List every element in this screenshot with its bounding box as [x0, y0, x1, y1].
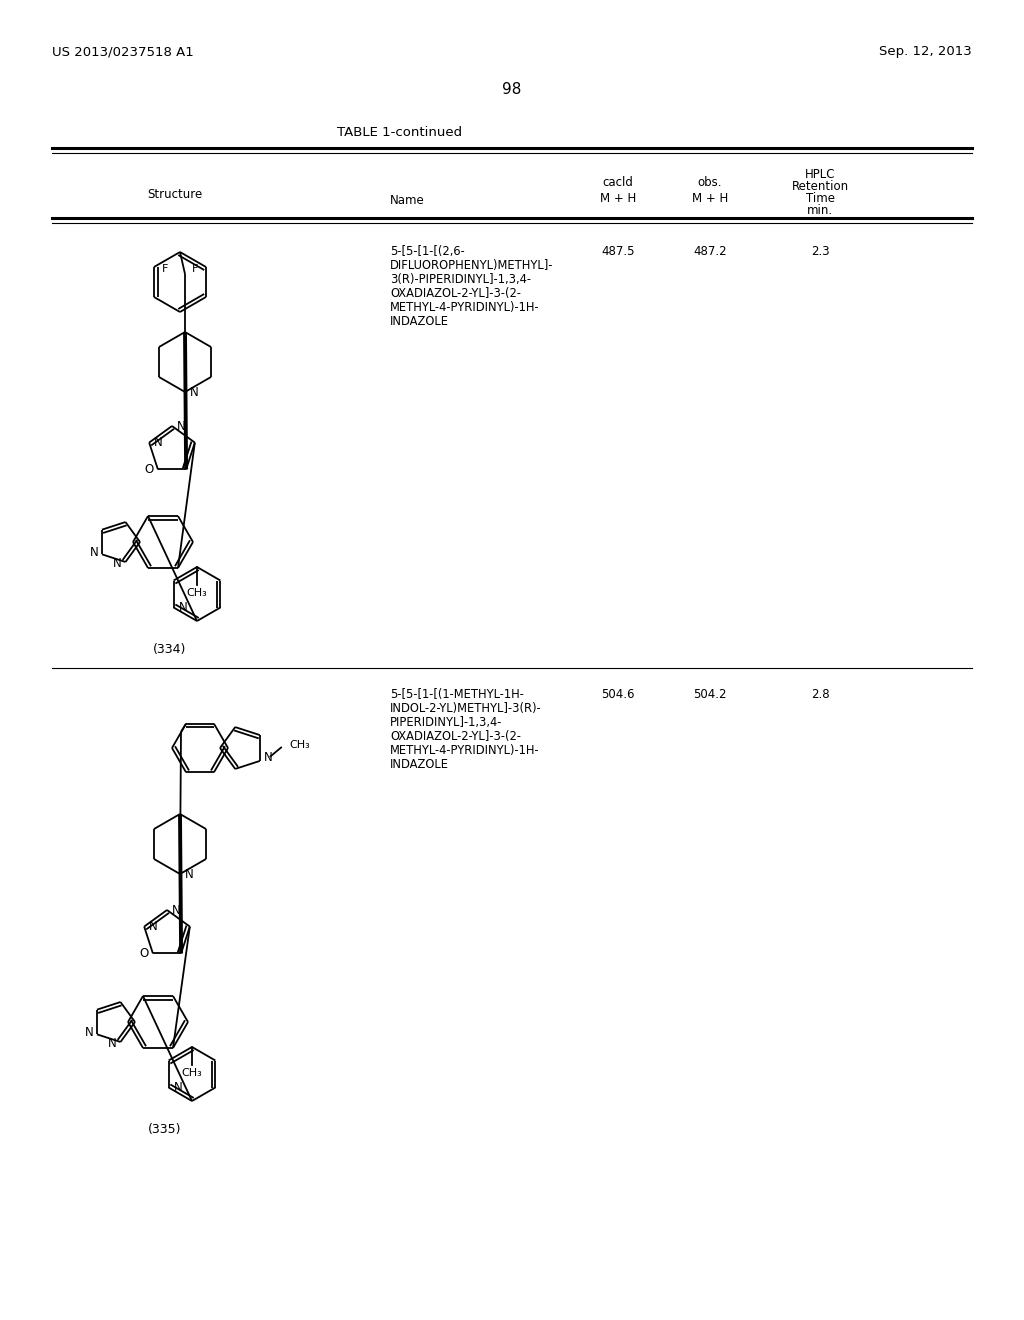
Text: O: O [139, 946, 148, 960]
Text: (335): (335) [148, 1122, 181, 1135]
Text: N: N [189, 385, 199, 399]
Text: N: N [176, 420, 185, 433]
Text: N: N [154, 436, 163, 449]
Text: Sep. 12, 2013: Sep. 12, 2013 [880, 45, 972, 58]
Text: 3(R)-PIPERIDINYL]-1,3,4-: 3(R)-PIPERIDINYL]-1,3,4- [390, 273, 531, 286]
Text: US 2013/0237518 A1: US 2013/0237518 A1 [52, 45, 194, 58]
Text: N: N [263, 751, 272, 764]
Text: 504.2: 504.2 [693, 688, 727, 701]
Text: CH₃: CH₃ [186, 587, 208, 598]
Text: METHYL-4-PYRIDINYL)-1H-: METHYL-4-PYRIDINYL)-1H- [390, 744, 540, 756]
Text: O: O [144, 463, 154, 477]
Text: N: N [174, 1081, 183, 1094]
Text: Name: Name [390, 194, 425, 206]
Text: N: N [85, 1026, 93, 1039]
Text: CH₃: CH₃ [181, 1068, 203, 1078]
Text: HPLC: HPLC [805, 168, 836, 181]
Text: 487.2: 487.2 [693, 246, 727, 257]
Text: N: N [113, 557, 122, 570]
Text: Time: Time [806, 191, 835, 205]
Text: N: N [184, 867, 194, 880]
Text: F: F [191, 264, 199, 275]
Text: N: N [179, 601, 188, 614]
Text: 504.6: 504.6 [601, 688, 635, 701]
Text: N: N [172, 903, 180, 916]
Text: CH₃: CH₃ [290, 741, 310, 750]
Text: OXADIAZOL-2-YL]-3-(2-: OXADIAZOL-2-YL]-3-(2- [390, 730, 521, 743]
Text: N: N [90, 546, 98, 558]
Text: min.: min. [807, 203, 834, 216]
Text: N: N [148, 920, 158, 933]
Text: INDOL-2-YL)METHYL]-3(R)-: INDOL-2-YL)METHYL]-3(R)- [390, 702, 542, 715]
Text: 98: 98 [503, 82, 521, 98]
Text: M + H: M + H [692, 191, 728, 205]
Text: INDAZOLE: INDAZOLE [390, 315, 449, 327]
Text: cacld: cacld [602, 177, 634, 190]
Text: (334): (334) [154, 643, 186, 656]
Text: 2.8: 2.8 [811, 688, 829, 701]
Text: Retention: Retention [792, 180, 849, 193]
Text: 2.3: 2.3 [811, 246, 829, 257]
Text: M + H: M + H [600, 191, 636, 205]
Text: Structure: Structure [147, 189, 203, 202]
Text: F: F [162, 264, 168, 275]
Text: METHYL-4-PYRIDINYL)-1H-: METHYL-4-PYRIDINYL)-1H- [390, 301, 540, 314]
Text: DIFLUOROPHENYL)METHYL]-: DIFLUOROPHENYL)METHYL]- [390, 259, 554, 272]
Text: INDAZOLE: INDAZOLE [390, 758, 449, 771]
Text: N: N [109, 1038, 117, 1051]
Text: PIPERIDINYL]-1,3,4-: PIPERIDINYL]-1,3,4- [390, 715, 503, 729]
Text: 5-[5-[1-[(1-METHYL-1H-: 5-[5-[1-[(1-METHYL-1H- [390, 688, 524, 701]
Text: obs.: obs. [697, 177, 722, 190]
Text: 487.5: 487.5 [601, 246, 635, 257]
Text: TABLE 1-continued: TABLE 1-continued [338, 127, 463, 140]
Text: 5-[5-[1-[(2,6-: 5-[5-[1-[(2,6- [390, 246, 465, 257]
Text: OXADIAZOL-2-YL]-3-(2-: OXADIAZOL-2-YL]-3-(2- [390, 286, 521, 300]
